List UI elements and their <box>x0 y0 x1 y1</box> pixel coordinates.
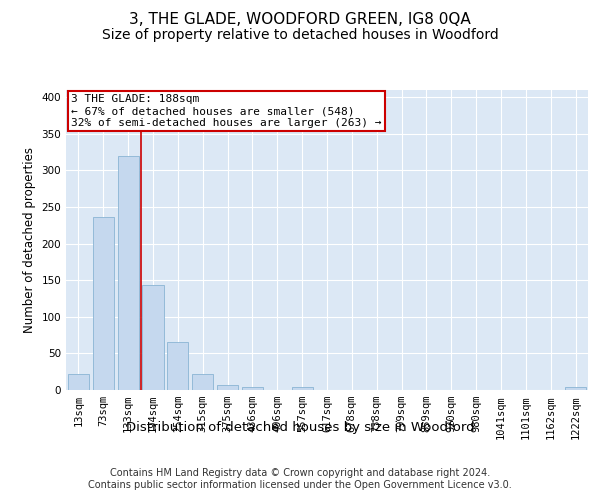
Bar <box>192 374 213 390</box>
Bar <box>217 385 238 390</box>
Text: Size of property relative to detached houses in Woodford: Size of property relative to detached ho… <box>101 28 499 42</box>
Text: Contains public sector information licensed under the Open Government Licence v3: Contains public sector information licen… <box>88 480 512 490</box>
Bar <box>118 156 139 390</box>
Text: Contains HM Land Registry data © Crown copyright and database right 2024.: Contains HM Land Registry data © Crown c… <box>110 468 490 477</box>
Y-axis label: Number of detached properties: Number of detached properties <box>23 147 36 333</box>
Bar <box>142 284 164 390</box>
Bar <box>68 374 89 390</box>
Text: Distribution of detached houses by size in Woodford: Distribution of detached houses by size … <box>125 421 475 434</box>
Text: 3, THE GLADE, WOODFORD GREEN, IG8 0QA: 3, THE GLADE, WOODFORD GREEN, IG8 0QA <box>129 12 471 28</box>
Bar <box>93 216 114 390</box>
Bar <box>565 387 586 390</box>
Bar <box>167 342 188 390</box>
Bar <box>242 387 263 390</box>
Bar <box>292 387 313 390</box>
Text: 3 THE GLADE: 188sqm
← 67% of detached houses are smaller (548)
32% of semi-detac: 3 THE GLADE: 188sqm ← 67% of detached ho… <box>71 94 382 128</box>
